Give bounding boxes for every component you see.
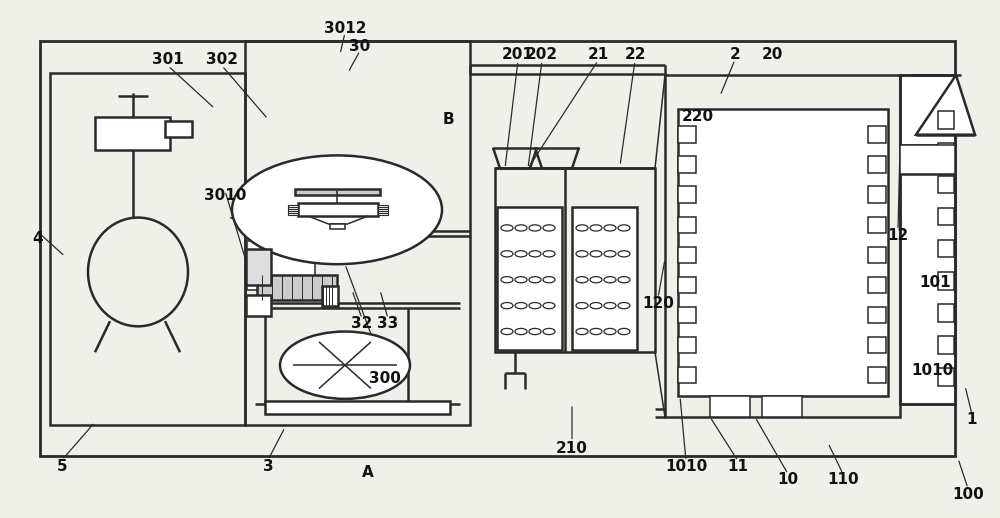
Polygon shape <box>916 75 975 135</box>
Bar <box>678 186 696 203</box>
Bar <box>938 304 954 322</box>
Bar <box>495 168 655 352</box>
Bar <box>665 75 900 417</box>
Text: 202: 202 <box>526 47 558 62</box>
Text: 20: 20 <box>761 47 783 62</box>
Bar <box>678 156 696 173</box>
Bar <box>710 396 750 417</box>
Text: 3010: 3010 <box>204 189 246 203</box>
Bar <box>938 143 954 161</box>
Text: 101: 101 <box>919 275 951 290</box>
Text: 300: 300 <box>369 371 401 385</box>
Text: 33: 33 <box>377 316 399 331</box>
Bar <box>298 203 378 216</box>
Bar <box>330 224 345 229</box>
Text: 21: 21 <box>587 47 609 62</box>
Bar <box>295 189 380 195</box>
Circle shape <box>232 155 442 264</box>
Bar <box>938 208 954 225</box>
Bar <box>868 217 886 233</box>
Text: 4: 4 <box>33 231 43 246</box>
Bar <box>95 117 170 150</box>
Bar <box>938 368 954 386</box>
Text: 1: 1 <box>967 412 977 427</box>
Bar <box>900 75 955 404</box>
Text: 30: 30 <box>349 39 371 54</box>
Bar <box>246 249 271 285</box>
Bar <box>257 275 337 300</box>
Bar <box>378 209 388 211</box>
Text: 220: 220 <box>682 109 714 124</box>
Text: 10: 10 <box>777 472 799 486</box>
Bar <box>265 401 450 414</box>
Bar <box>678 109 888 396</box>
Text: 1010: 1010 <box>665 459 707 473</box>
Text: 210: 210 <box>556 441 588 455</box>
Bar <box>247 241 315 290</box>
Bar <box>762 396 802 417</box>
Bar <box>868 186 886 203</box>
Bar <box>678 126 696 143</box>
Bar <box>678 217 696 233</box>
Bar <box>868 156 886 173</box>
Bar <box>322 286 338 306</box>
Bar <box>497 207 562 350</box>
Bar <box>678 367 696 383</box>
Text: 11: 11 <box>728 459 748 473</box>
Bar <box>938 272 954 290</box>
Bar <box>938 336 954 354</box>
Bar <box>245 41 470 425</box>
Bar <box>50 73 245 425</box>
Bar <box>378 211 388 213</box>
Text: 100: 100 <box>952 487 984 502</box>
Bar <box>288 209 298 211</box>
Bar <box>868 337 886 353</box>
Text: 5: 5 <box>57 459 67 473</box>
Bar <box>868 247 886 263</box>
Text: 301: 301 <box>152 52 184 67</box>
Text: 22: 22 <box>624 47 646 62</box>
Text: A: A <box>362 465 374 480</box>
Bar <box>288 205 298 207</box>
Text: 201: 201 <box>502 47 534 62</box>
Bar <box>868 367 886 383</box>
Text: 110: 110 <box>827 472 859 486</box>
Bar <box>40 41 955 456</box>
Bar <box>938 111 954 129</box>
Bar <box>288 211 298 213</box>
Text: 3012: 3012 <box>324 21 366 36</box>
Bar <box>378 207 388 209</box>
Bar <box>165 121 192 137</box>
Text: 302: 302 <box>206 52 238 67</box>
Bar <box>678 307 696 323</box>
Text: 1010: 1010 <box>911 363 953 378</box>
Text: 2: 2 <box>730 47 740 62</box>
Bar <box>938 240 954 257</box>
Bar <box>678 247 696 263</box>
Bar <box>900 75 955 404</box>
Bar <box>678 277 696 293</box>
Circle shape <box>280 332 410 399</box>
Bar <box>288 207 298 209</box>
Bar <box>900 145 955 174</box>
Bar <box>378 213 388 215</box>
Text: B: B <box>442 112 454 126</box>
Bar <box>868 126 886 143</box>
Bar <box>868 307 886 323</box>
Bar <box>246 295 271 316</box>
Text: 12: 12 <box>887 228 909 243</box>
Text: 120: 120 <box>642 296 674 310</box>
Bar <box>378 205 388 207</box>
Bar <box>938 176 954 193</box>
Text: 3: 3 <box>263 459 273 473</box>
Bar <box>868 277 886 293</box>
Bar <box>288 213 298 215</box>
Bar <box>678 337 696 353</box>
Bar <box>572 207 637 350</box>
Text: 32: 32 <box>351 316 373 331</box>
